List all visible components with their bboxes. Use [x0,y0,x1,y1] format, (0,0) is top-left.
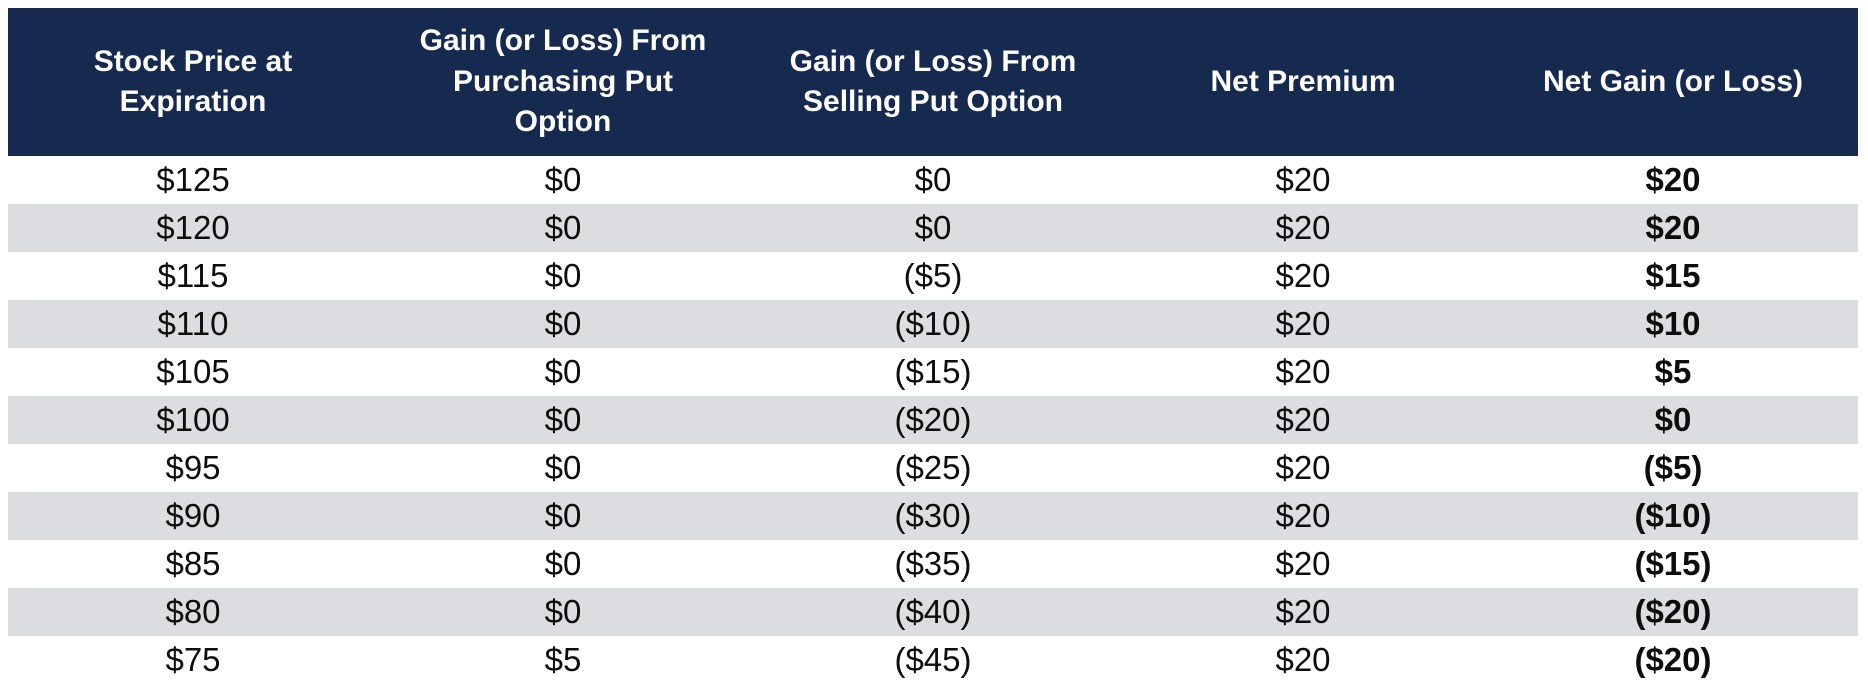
table-cell: $0 [378,204,748,252]
table-row: $85 $0 ($35) $20 ($15) [8,540,1858,588]
table-row: $120 $0 $0 $20 $20 [8,204,1858,252]
table-cell: $0 [378,444,748,492]
table-cell: $0 [378,540,748,588]
table-cell: $0 [748,156,1118,204]
table-cell: $0 [378,252,748,300]
table-cell: ($25) [748,444,1118,492]
table-cell: ($20) [1488,588,1858,636]
table-cell: $0 [378,588,748,636]
table-cell: $100 [8,396,378,444]
table-cell: $0 [1488,396,1858,444]
table-cell: $20 [1488,156,1858,204]
table-cell: $20 [1118,540,1488,588]
table-cell: $75 [8,636,378,684]
header-stock-price: Stock Price at Expiration [8,8,378,156]
table-cell: $20 [1118,156,1488,204]
table-cell: $85 [8,540,378,588]
table-cell: $10 [1488,300,1858,348]
table-row: $125 $0 $0 $20 $20 [8,156,1858,204]
table-cell: ($15) [748,348,1118,396]
table-cell: $20 [1118,252,1488,300]
table-cell: $115 [8,252,378,300]
table-row: $90 $0 ($30) $20 ($10) [8,492,1858,540]
table-cell: $20 [1118,300,1488,348]
table-cell: $95 [8,444,378,492]
table-row: $105 $0 ($15) $20 $5 [8,348,1858,396]
table-cell: $15 [1488,252,1858,300]
header-net-gain: Net Gain (or Loss) [1488,8,1858,156]
table-cell: ($45) [748,636,1118,684]
table-cell: $110 [8,300,378,348]
table-cell: $20 [1118,348,1488,396]
header-gain-purchasing-put: Gain (or Loss) From Purchasing Put Optio… [378,8,748,156]
header-gain-selling-put: Gain (or Loss) From Selling Put Option [748,8,1118,156]
table-cell: $80 [8,588,378,636]
table-cell: $120 [8,204,378,252]
table-cell: $0 [378,156,748,204]
table-cell: ($20) [1488,636,1858,684]
table-cell: ($40) [748,588,1118,636]
header-row: Stock Price at Expiration Gain (or Loss)… [8,8,1858,156]
table-cell: ($5) [1488,444,1858,492]
table-cell: $0 [378,492,748,540]
table-row: $75 $5 ($45) $20 ($20) [8,636,1858,684]
table-cell: $5 [378,636,748,684]
table-cell: $20 [1118,204,1488,252]
table-cell: ($15) [1488,540,1858,588]
table-cell: ($30) [748,492,1118,540]
table-cell: $20 [1118,636,1488,684]
table-row: $80 $0 ($40) $20 ($20) [8,588,1858,636]
table-row: $95 $0 ($25) $20 ($5) [8,444,1858,492]
table-cell: $105 [8,348,378,396]
table-cell: $20 [1488,204,1858,252]
table-cell: $20 [1118,444,1488,492]
table-cell: $20 [1118,492,1488,540]
table-cell: $20 [1118,588,1488,636]
table-row: $110 $0 ($10) $20 $10 [8,300,1858,348]
table-header: Stock Price at Expiration Gain (or Loss)… [8,8,1858,156]
table-cell: $0 [378,300,748,348]
put-option-payoff-table: Stock Price at Expiration Gain (or Loss)… [8,8,1858,684]
table-cell: ($20) [748,396,1118,444]
table-cell: ($10) [1488,492,1858,540]
table-row: $100 $0 ($20) $20 $0 [8,396,1858,444]
table-cell: ($5) [748,252,1118,300]
table-cell: $0 [378,396,748,444]
table-body: $125 $0 $0 $20 $20 $120 $0 $0 $20 $20 $115 $0 ($5) $2… [8,156,1858,684]
header-net-premium: Net Premium [1118,8,1488,156]
table-row: $115 $0 ($5) $20 $15 [8,252,1858,300]
table-cell: ($10) [748,300,1118,348]
table-cell: $0 [378,348,748,396]
table-cell: $20 [1118,396,1488,444]
table-cell: $0 [748,204,1118,252]
table-cell: $5 [1488,348,1858,396]
table-cell: $90 [8,492,378,540]
table-cell: $125 [8,156,378,204]
table-cell: ($35) [748,540,1118,588]
